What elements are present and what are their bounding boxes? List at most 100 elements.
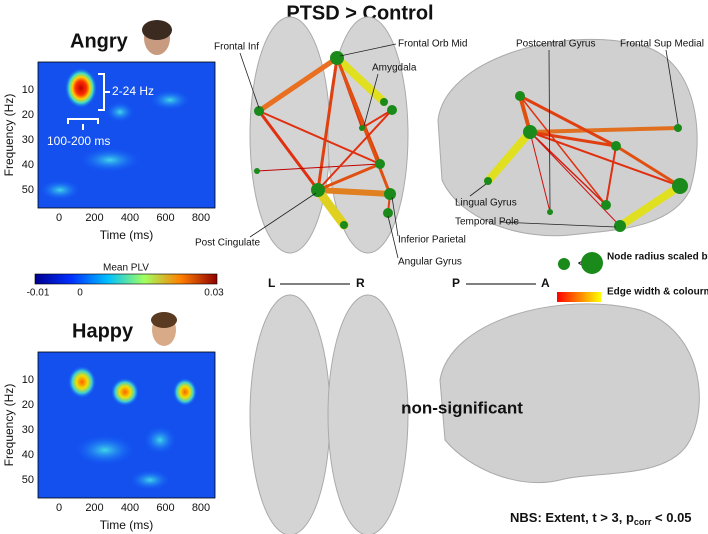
node [672,178,688,194]
node [611,141,621,151]
node [383,208,393,218]
x-tick-label: 200 [85,212,103,224]
stats: NBS: Extent, t > 3, pcorr < 0.05 [510,510,692,527]
brain-axial [249,294,331,534]
heatmap-blob [173,378,197,406]
node [311,183,325,197]
edge [256,55,340,114]
leader-line [499,221,617,228]
orientation: A [541,276,550,290]
edge [529,131,551,213]
colorbar-tick: 0 [77,288,83,299]
y-axis-label: Frequency (Hz) [2,384,16,467]
edge [518,94,618,148]
edge [315,187,393,197]
node [614,220,626,232]
heatmap-blob [106,102,134,122]
node [340,221,348,229]
x-tick-label: 600 [156,502,174,514]
edge [519,95,607,206]
heatmap-blob [75,435,135,465]
node [674,124,682,132]
face-happy [151,312,177,346]
colorbar [34,273,218,285]
brain-axial [327,294,409,534]
orientation: L [268,276,275,290]
edge [258,110,381,165]
region-label: Frontal Orb Mid [398,39,467,50]
y-tick-label: 40 [22,159,34,171]
node [380,98,388,106]
edge [484,128,534,185]
heatmap-frame [37,61,216,209]
y-tick-label: 30 [22,424,34,436]
y-tick-label: 30 [22,134,34,146]
node [387,105,397,115]
edge [256,163,381,172]
edge [616,182,684,230]
legend-node-small [558,258,570,270]
x-axis-label: Time (ms) [100,518,154,532]
y-tick-label: 10 [22,374,34,386]
non-significant: non-significant [401,398,523,417]
legend-edge [557,292,601,302]
panel-label: Angry [70,30,129,52]
leader-line [387,215,399,259]
heatmap [38,352,215,498]
region-label: Amygdala [372,63,417,74]
leader-line [363,73,379,127]
heatmap-blob [68,366,96,398]
legend-symbol: < [578,259,584,270]
bracket [67,118,99,130]
title: PTSD > Control [286,2,433,24]
stats-text: NBS: Extent, t > 3, p [510,510,634,525]
node [547,209,553,215]
stats-text: < 0.05 [651,510,691,525]
region-label: Inferior Parietal [398,235,466,246]
edge [361,109,393,129]
x-tick-label: 0 [56,502,62,514]
node [484,177,492,185]
leader-line [339,43,397,57]
face-angry [142,20,172,55]
node [384,188,396,200]
stats-sub: corr [634,517,652,527]
region-label: Frontal Sup Medial [620,39,704,50]
node [523,125,537,139]
node [330,51,344,65]
x-tick-label: 800 [192,502,210,514]
heatmap-frame [37,351,216,499]
y-axis-label: Frequency (Hz) [2,94,16,177]
y-tick-label: 40 [22,449,34,461]
orientation: P [452,276,460,290]
colorbar-title: Mean PLV [103,263,149,274]
y-tick-label: 20 [22,109,34,121]
x-tick-label: 800 [192,212,210,224]
annotation: 2-24 Hz [112,84,154,98]
region-label: Angular Gyrus [398,257,462,268]
edge [528,130,618,148]
heatmap-blob [65,68,97,108]
leader-line [665,49,679,125]
annotation: 100-200 ms [47,134,110,148]
edge [316,162,382,192]
node [515,91,525,101]
leader-line [239,52,260,109]
y-tick-label: 50 [22,184,34,196]
leader-line [469,183,487,197]
edge [614,144,682,188]
x-tick-label: 400 [121,502,139,514]
edge [333,54,388,106]
x-tick-label: 400 [121,212,139,224]
leader-line [391,196,399,237]
heatmap-blob [150,90,190,110]
y-tick-label: 20 [22,399,34,411]
x-tick-label: 600 [156,212,174,224]
heatmap-blob [144,426,176,454]
edge [316,56,339,192]
panel-label: Happy [72,320,134,342]
orientation: R [356,276,365,290]
y-tick-label: 10 [22,84,34,96]
bracket [98,73,110,111]
